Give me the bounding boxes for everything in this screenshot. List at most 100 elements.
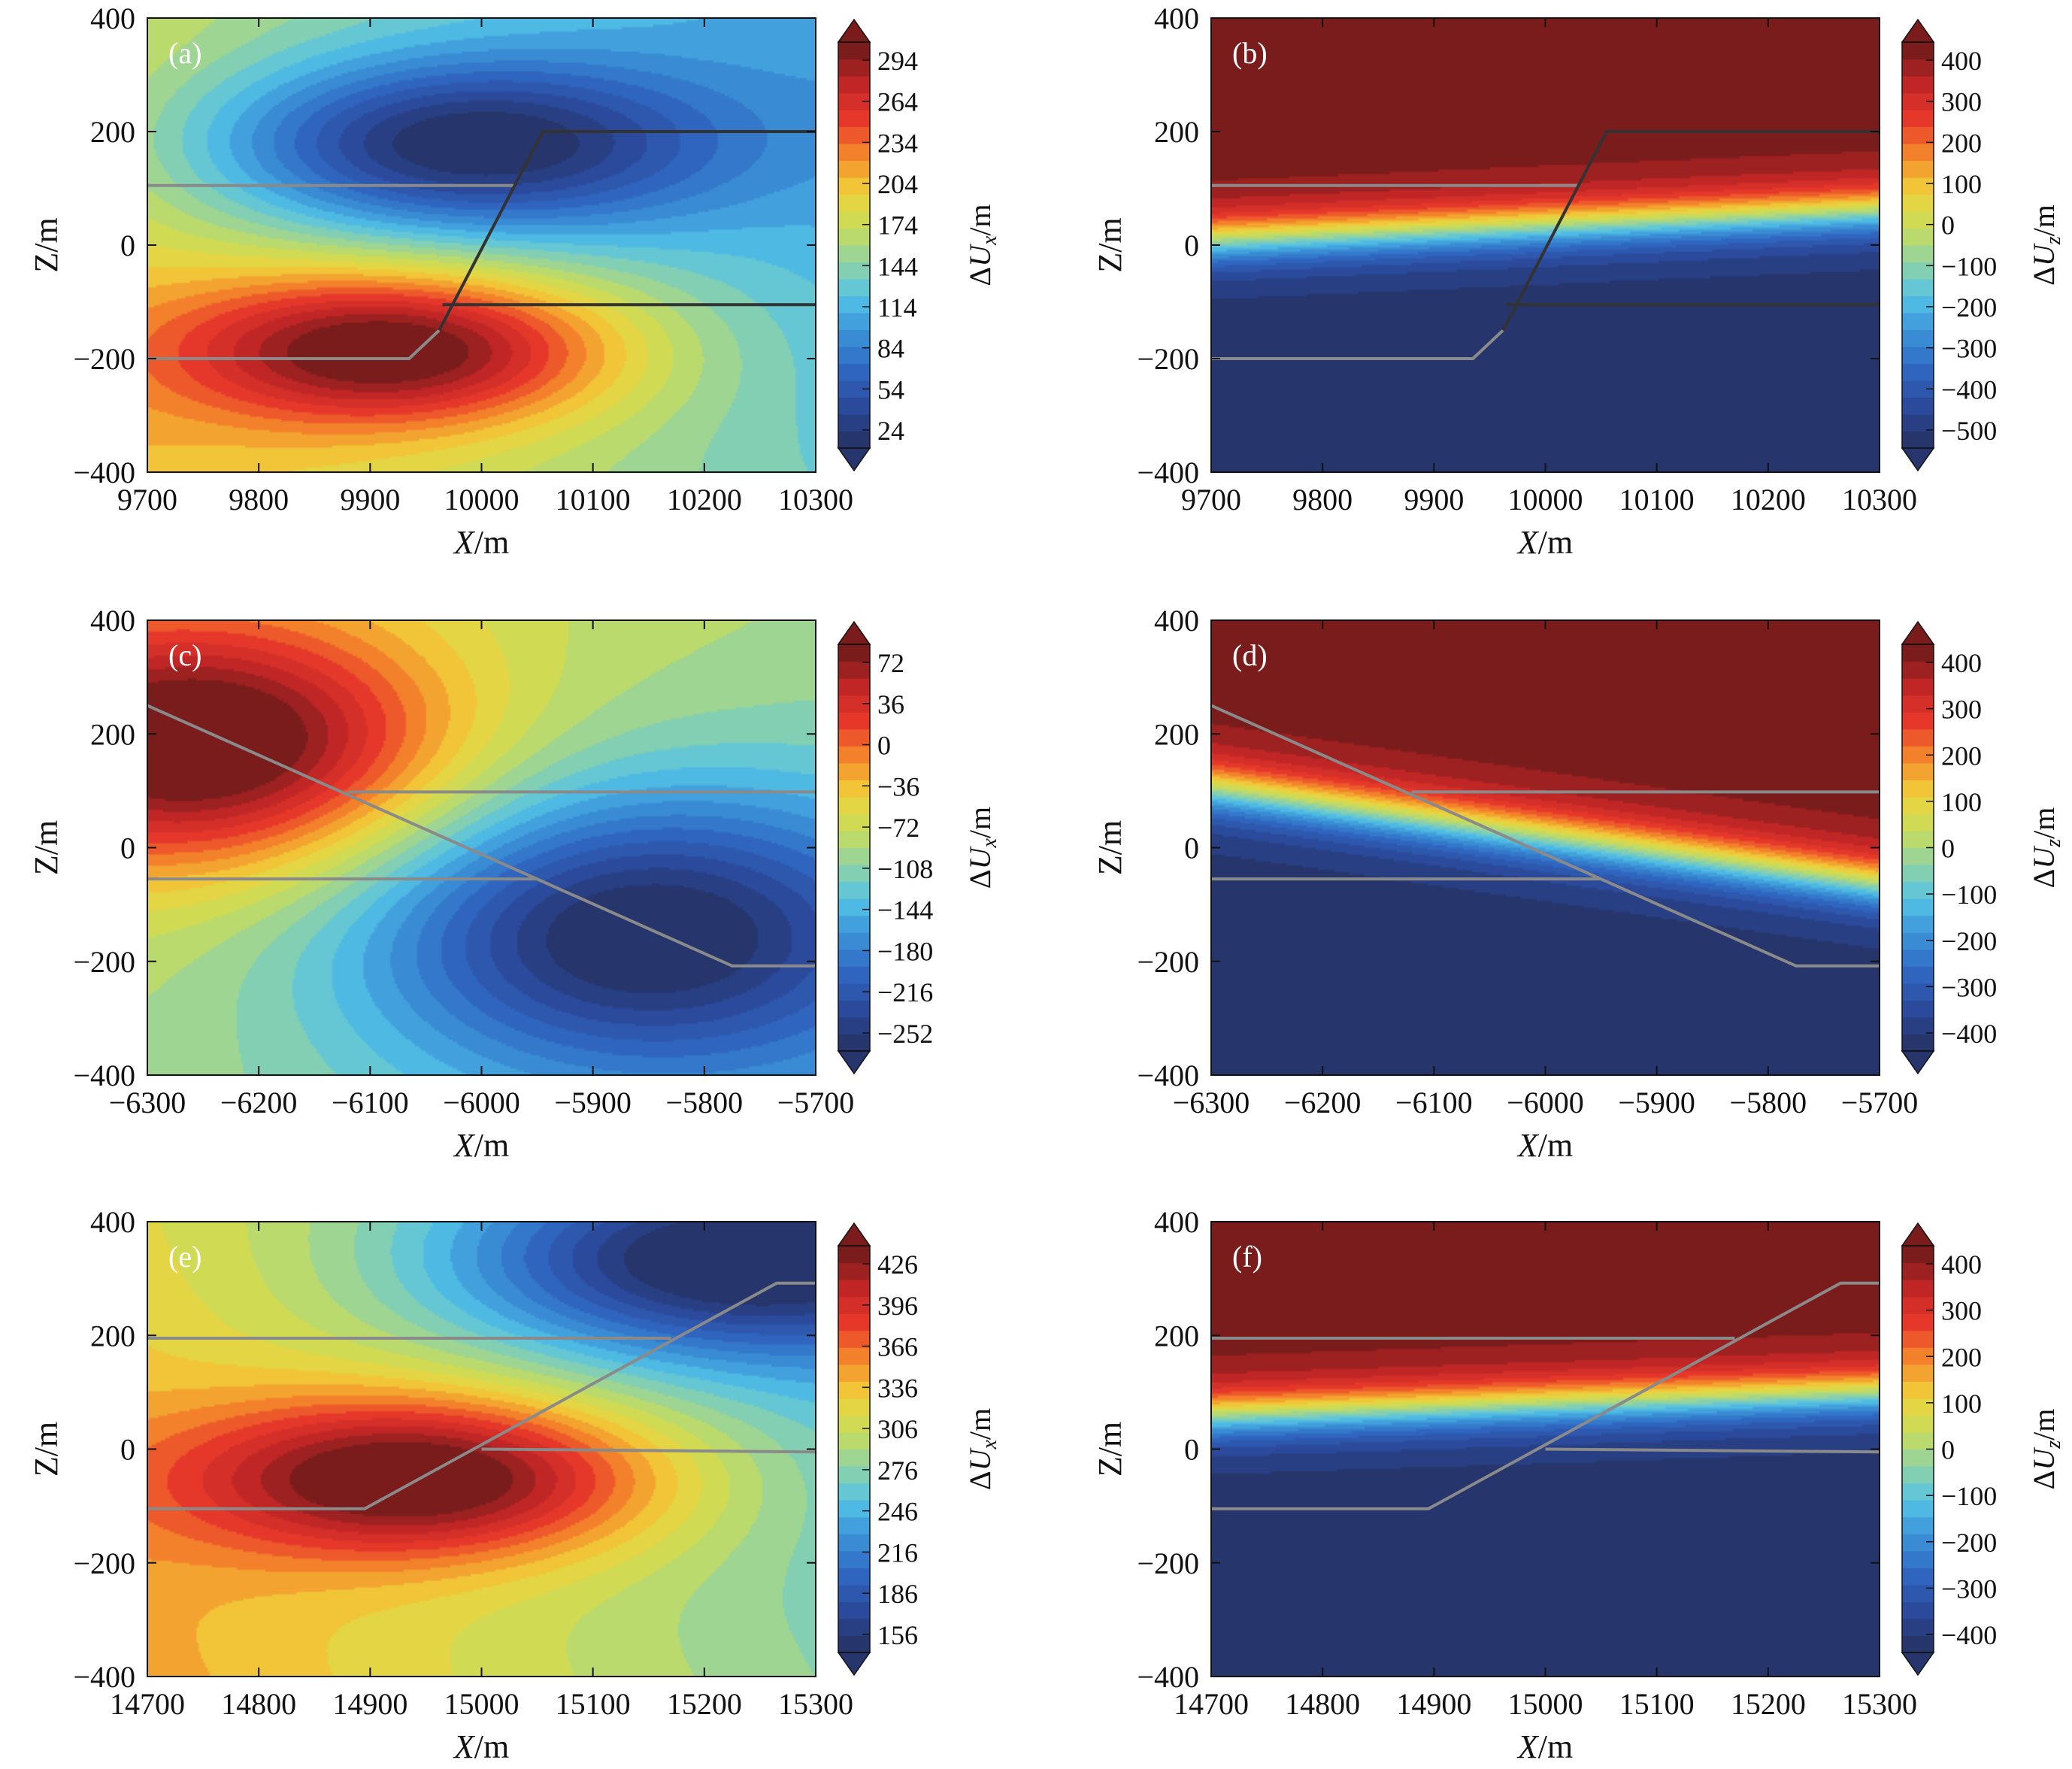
colorbar-tick-label: −300: [1941, 1574, 1997, 1604]
colorbar-step: [838, 126, 870, 144]
y-tick-label: 0: [1184, 1433, 1199, 1467]
colorbar-step: [1902, 1016, 1934, 1035]
colorbar-step: [838, 1280, 870, 1298]
colorbar-step: [1902, 780, 1934, 798]
colorbar-step: [1902, 865, 1934, 883]
x-tick-label: 15300: [1842, 1687, 1917, 1721]
colorbar-tick-label: 100: [1941, 169, 1982, 199]
colorbar-step: [1902, 712, 1934, 730]
colorbar-step: [838, 211, 870, 229]
colorbar-tick-label: 300: [1941, 1296, 1982, 1326]
y-tick-label: −400: [73, 456, 135, 489]
colorbar-step: [838, 1381, 870, 1399]
x-tick-label: 9700: [117, 483, 177, 516]
colorbar-step: [1902, 1313, 1934, 1331]
y-tick-label: 200: [90, 1319, 135, 1352]
colorbar-tick-label: 200: [1941, 128, 1982, 158]
colorbar-tick-label: 204: [877, 169, 918, 199]
fault-line: [438, 130, 816, 332]
panel-label: (b): [1232, 36, 1268, 70]
colorbar-step: [838, 661, 870, 679]
colorbar-step: [838, 363, 870, 381]
colorbar-step: [1902, 1034, 1934, 1052]
colorbar-step: [838, 1016, 870, 1035]
colorbar-cap-top: [1901, 18, 1935, 43]
colorbar-step: [838, 245, 870, 263]
colorbar-tick-label: −72: [877, 813, 919, 843]
colorbar-step: [1902, 1398, 1934, 1416]
colorbar-step: [838, 644, 870, 662]
y-tick-label: 200: [1154, 115, 1199, 149]
colorbar-step: [1902, 1347, 1934, 1365]
colorbar-step: [838, 397, 870, 415]
colorbar-cap-bottom: [837, 1050, 871, 1075]
colorbar-step: [1902, 126, 1934, 144]
colorbar-step: [838, 295, 870, 314]
colorbar-step: [838, 42, 870, 60]
colorbar-step: [1902, 431, 1934, 449]
colorbar-step: [1902, 678, 1934, 696]
colorbar-step: [1902, 898, 1934, 916]
colorbar-tick-label: −216: [877, 977, 933, 1007]
x-tick-label: 9900: [340, 483, 400, 516]
colorbar-step: [1902, 966, 1934, 984]
colorbar-step: [1902, 1618, 1934, 1637]
colorbar-label: ΔUx/m: [963, 807, 1001, 889]
x-axis-label: X/m: [453, 1127, 509, 1164]
colorbar-tick-label: 144: [877, 251, 918, 281]
colorbar-tick-label: 0: [1941, 834, 1955, 864]
colorbar-tick-label: 186: [877, 1579, 918, 1609]
colorbar-step: [1902, 1516, 1934, 1534]
colorbar-step: [1902, 796, 1934, 815]
colorbar: 426 396 366 336 306 276 246 216 186 156 ΔUx/m: [837, 1222, 1001, 1677]
colorbar-step: [1902, 347, 1934, 365]
colorbar-step: [1902, 1000, 1934, 1018]
x-tick-label: −6000: [1507, 1086, 1584, 1119]
heatmap-field: [1211, 620, 1880, 1075]
colorbar-cap-bottom: [837, 447, 871, 472]
x-tick-label: 14900: [1396, 1687, 1471, 1721]
colorbar-step: [838, 1246, 870, 1264]
colorbar-step: [838, 329, 870, 347]
colorbar-tick-label: 294: [877, 46, 918, 76]
colorbar-step: [1902, 932, 1934, 950]
colorbar-step: [838, 1635, 870, 1653]
colorbar-tick-label: 276: [877, 1455, 918, 1486]
panel-label: (c): [168, 638, 201, 672]
colorbar-tick-label: −500: [1941, 416, 1997, 446]
colorbar-tick-label: −300: [1941, 972, 1997, 1002]
colorbar-step: [838, 1534, 870, 1552]
colorbar-step: [1902, 813, 1934, 831]
x-tick-label: −6000: [443, 1086, 520, 1119]
colorbar-cap-top: [1901, 1222, 1935, 1246]
colorbar-step: [1902, 414, 1934, 432]
colorbar-step: [838, 695, 870, 713]
y-tick-label: 400: [90, 604, 135, 638]
colorbar-step: [1902, 42, 1934, 60]
colorbar-step: [1902, 983, 1934, 1001]
colorbar-tick-label: −108: [877, 854, 933, 884]
y-tick-label: −400: [1137, 456, 1199, 489]
panel-label: (f): [1232, 1240, 1262, 1274]
fault-line: [1501, 130, 1880, 332]
x-tick-label: 10000: [444, 483, 520, 516]
colorbar-step: [1902, 1381, 1934, 1399]
x-tick-label: 10200: [1731, 483, 1806, 516]
colorbar-step: [1902, 1584, 1934, 1602]
x-tick-label: 15200: [667, 1687, 742, 1721]
colorbar-tick-label: 72: [877, 648, 904, 678]
colorbar-step: [1902, 380, 1934, 398]
colorbar-tick-label: 366: [877, 1332, 918, 1362]
colorbar-tick-label: 264: [877, 87, 918, 117]
colorbar-step: [1902, 76, 1934, 94]
colorbar-step: [1902, 329, 1934, 347]
colorbar-step: [1902, 661, 1934, 679]
colorbar-step: [1902, 1415, 1934, 1433]
colorbar-step: [838, 780, 870, 798]
y-tick-label: −200: [73, 1546, 135, 1580]
x-tick-label: −5800: [1730, 1086, 1807, 1119]
colorbar-step: [1902, 1246, 1934, 1264]
fault-line: [481, 1447, 816, 1454]
colorbar-tick-label: 174: [877, 211, 918, 241]
